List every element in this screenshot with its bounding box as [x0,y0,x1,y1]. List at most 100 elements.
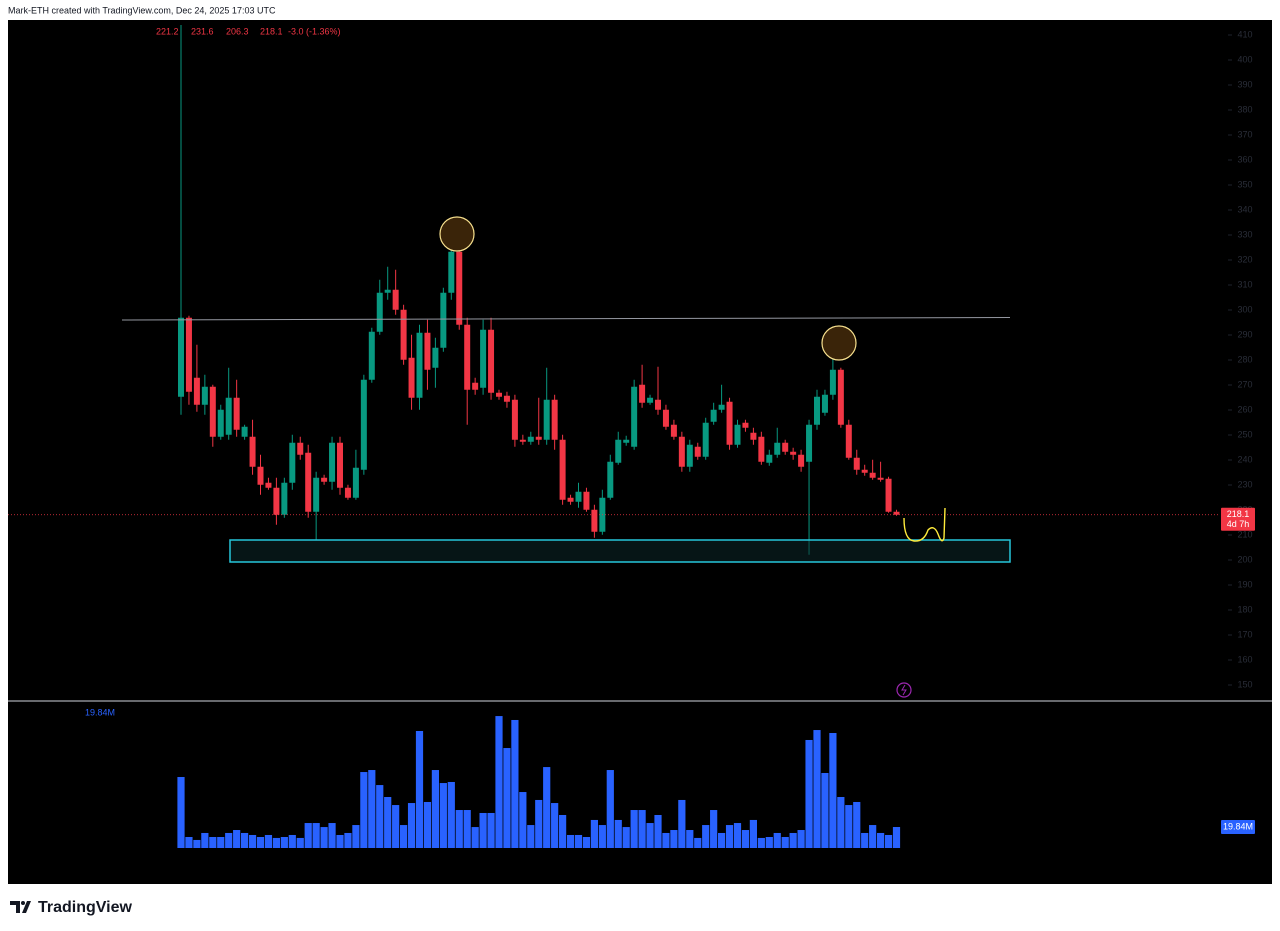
volume-tag-label: 19.84M [1223,821,1253,831]
volume-bar [519,792,527,848]
volume-bar [606,770,614,848]
volume-bar [598,825,606,848]
volume-bar [630,810,638,848]
candle-body [853,457,860,470]
candle-body [368,331,375,380]
volume-bar [590,819,598,848]
candle-body [392,289,399,310]
volume-bar [741,830,750,848]
volume-bar [185,836,193,848]
candle-body [480,329,487,388]
volume-bar [233,830,241,848]
logo: TradingView [10,899,133,916]
volume-bar [495,716,503,848]
candle-body [861,469,868,473]
y-tick-label: 360 [1237,154,1252,164]
candle-body [670,424,677,437]
candle-body [583,491,590,510]
volume-bar [225,832,233,848]
candle-body [662,409,669,427]
candle-body [225,397,232,435]
candle-body [217,409,224,437]
legend-low: 206.3 [226,26,249,36]
candle-body [806,424,813,462]
logo-dot [21,901,25,905]
candle-body [647,397,654,403]
volume-bar [256,836,265,848]
volume-bar [392,805,400,848]
candle-body [305,452,312,512]
volume-bar [821,772,829,848]
candle-body [337,442,343,488]
projection-path [903,507,946,542]
volume-bar [336,834,344,848]
y-tick-label: 150 [1237,679,1252,689]
volume-bar [487,812,495,848]
y-tick-label: 390 [1237,79,1252,89]
volume-bar [805,739,813,848]
candle-body [496,392,502,397]
volume-bar [781,836,789,848]
legend-change: -3.0 (-1.36%) [288,26,341,36]
candle-body [344,487,351,498]
volume-bar [201,832,209,848]
last-price-tag [1221,507,1255,531]
y-tick-label: 240 [1237,454,1252,464]
candle-body [265,482,272,488]
candle-body [193,377,200,405]
y-tick-label: 270 [1237,379,1252,389]
candle-body [790,451,797,455]
volume-bar [535,799,543,848]
candle-body [384,289,391,293]
volume-bar [376,785,384,848]
candle-body [551,399,558,440]
candle-body [631,386,638,447]
candle-body [758,436,765,462]
candle-body [376,292,383,332]
volume-bar [439,783,447,848]
volume-bar [574,834,583,848]
volume-bar [503,748,511,848]
y-tick-label: 320 [1237,254,1252,264]
volume-bar [662,832,670,848]
y-tick-label: 290 [1237,329,1252,339]
volume-bar [710,810,718,848]
candle-body [615,439,622,463]
candle-body [893,511,900,515]
candle-body [297,442,304,455]
candle-body [655,399,661,410]
candle-body [702,422,709,457]
volume-bar [861,832,869,848]
volume-bar [423,801,432,848]
candle-body [352,467,359,498]
volume-bar [797,830,805,848]
volume-bar [566,834,575,848]
candle-body [360,379,367,470]
volume-bar [686,830,694,848]
volume-bar [471,827,479,848]
volume-bar [368,770,376,848]
legend-close: 218.1 [260,26,283,36]
candle-body [694,446,701,457]
candle-body [519,439,526,442]
volume-bar [463,810,471,848]
volume-bar [829,732,837,848]
candle-body [837,369,844,425]
y-tick-label: 230 [1237,479,1252,489]
candle-body [686,444,693,467]
volume-bar [749,819,757,848]
candle-body [829,369,836,395]
y-tick-label: 330 [1237,229,1252,239]
candle-body [639,384,646,403]
candle-body [543,399,550,440]
volume-bar [725,825,734,848]
candle-body [623,439,630,443]
candle-body [567,497,574,502]
candle-body [408,357,415,398]
volume-bar [884,834,893,848]
candle-body [678,436,685,467]
highlight-circle [821,325,857,361]
candle-body [559,439,566,500]
volume-bar [209,836,217,848]
